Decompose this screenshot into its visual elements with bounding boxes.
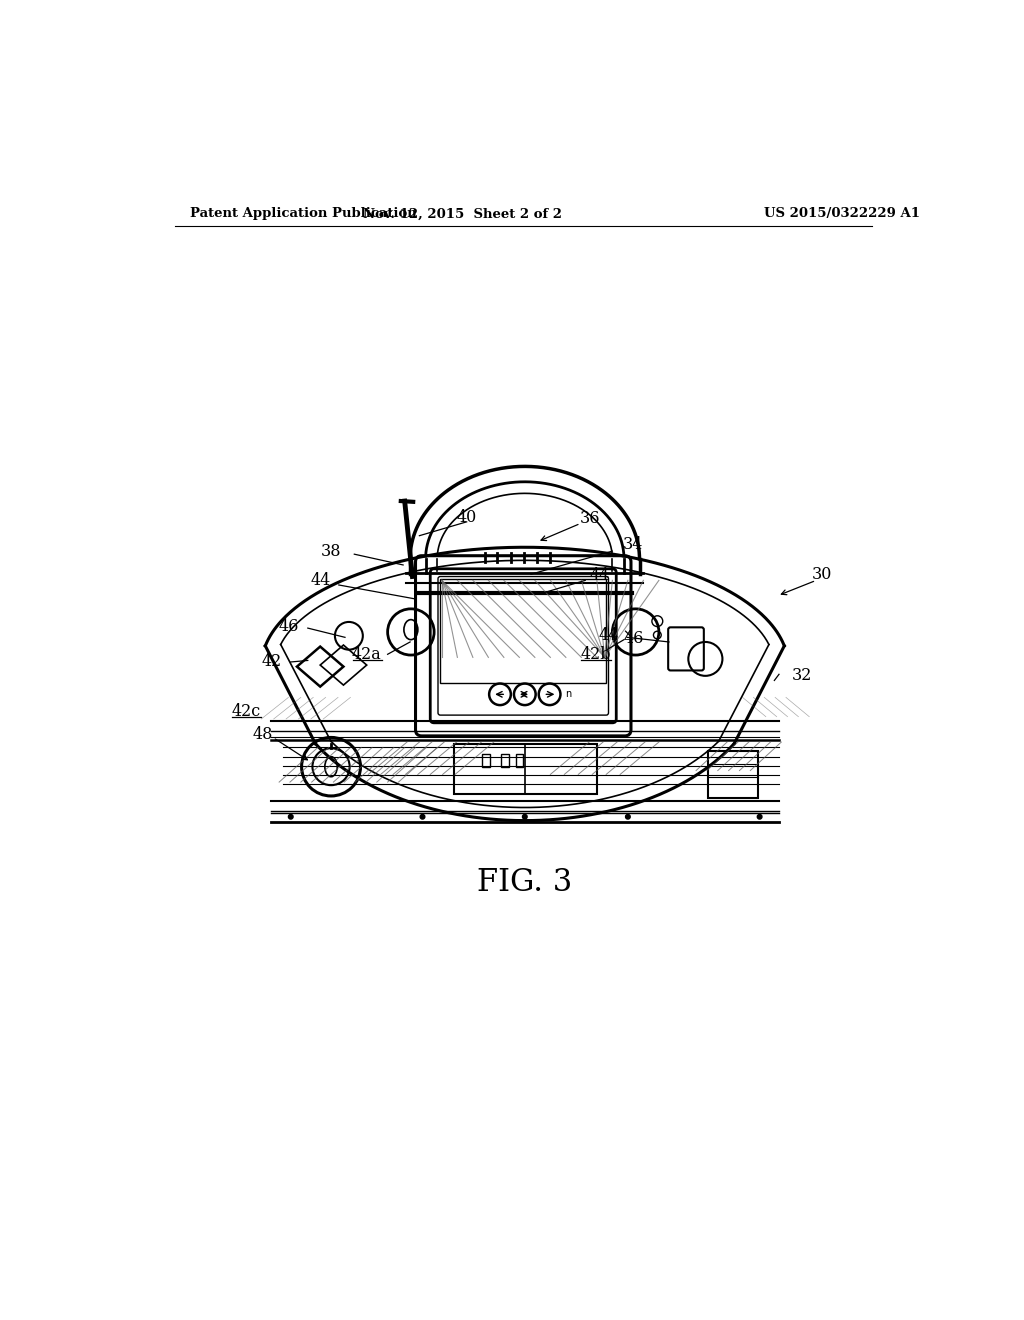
Text: 48: 48 (253, 726, 273, 743)
Bar (515, 754, 523, 767)
Bar (501, 754, 509, 767)
Bar (482, 754, 489, 767)
Text: 30: 30 (811, 566, 831, 582)
Text: 42b: 42b (581, 645, 611, 663)
FancyBboxPatch shape (430, 569, 616, 723)
FancyBboxPatch shape (669, 627, 703, 671)
Circle shape (289, 814, 293, 818)
Text: 32: 32 (792, 668, 812, 684)
Bar (440, 578, 606, 682)
Text: 40: 40 (457, 508, 477, 525)
Text: n: n (565, 689, 571, 700)
Text: 36: 36 (580, 511, 600, 527)
Bar (454, 743, 597, 793)
Text: Nov. 12, 2015  Sheet 2 of 2: Nov. 12, 2015 Sheet 2 of 2 (364, 207, 562, 220)
Circle shape (522, 814, 527, 818)
Text: FIG. 3: FIG. 3 (477, 867, 572, 898)
Circle shape (626, 814, 630, 818)
Text: 46: 46 (624, 631, 643, 647)
Circle shape (420, 814, 425, 818)
Text: 42: 42 (262, 653, 283, 671)
Text: Patent Application Publication: Patent Application Publication (190, 207, 417, 220)
Text: 38: 38 (321, 543, 341, 560)
Text: 42a: 42a (352, 645, 382, 663)
Text: 34: 34 (624, 536, 643, 553)
Text: US 2015/0322229 A1: US 2015/0322229 A1 (764, 207, 920, 220)
Circle shape (758, 814, 762, 818)
Bar (708, 751, 758, 797)
Text: 44: 44 (598, 627, 618, 644)
FancyBboxPatch shape (438, 577, 608, 715)
Text: 46: 46 (279, 618, 299, 635)
Text: 44: 44 (310, 572, 331, 589)
Text: 44: 44 (589, 568, 609, 585)
Text: 42c: 42c (232, 702, 261, 719)
FancyBboxPatch shape (416, 556, 631, 737)
